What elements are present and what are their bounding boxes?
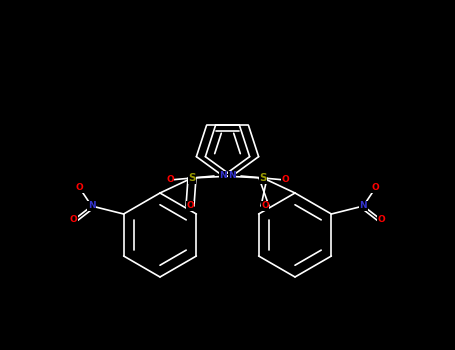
Text: O: O xyxy=(378,216,385,224)
Text: O: O xyxy=(70,216,77,224)
Text: N: N xyxy=(219,172,227,181)
Text: S: S xyxy=(259,173,267,183)
Text: N: N xyxy=(228,172,236,181)
Text: O: O xyxy=(186,202,194,210)
Text: O: O xyxy=(76,183,84,192)
Text: O: O xyxy=(166,175,174,184)
Text: O: O xyxy=(281,175,289,184)
Text: O: O xyxy=(261,202,269,210)
Text: O: O xyxy=(371,183,379,192)
Text: S: S xyxy=(188,173,196,183)
Text: N: N xyxy=(359,202,367,210)
Text: N: N xyxy=(88,202,96,210)
